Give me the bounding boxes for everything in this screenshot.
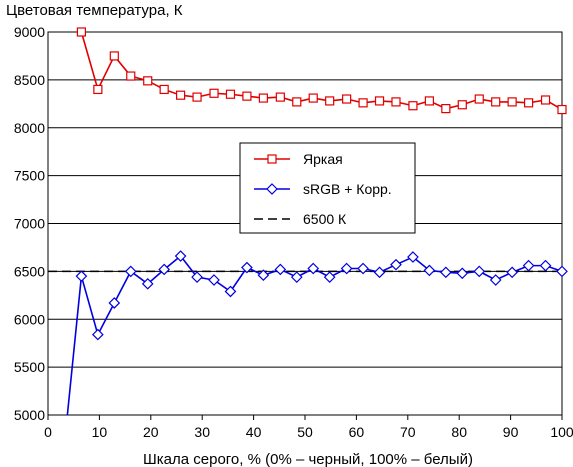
srgb-corr-data-point xyxy=(506,266,518,279)
srgb-corr-data-point xyxy=(489,274,502,286)
y-tick-label: 6000 xyxy=(14,311,45,327)
bright-data-point xyxy=(424,96,434,106)
bright-data-point xyxy=(76,27,87,37)
srgb-corr-data-point xyxy=(539,259,552,272)
x-tick-label: 70 xyxy=(400,424,416,440)
legend-label: 6500 К xyxy=(303,211,347,227)
y-tick-label: 8000 xyxy=(14,120,45,136)
srgb-corr-data-point xyxy=(357,262,369,275)
y-tick-label: 9000 xyxy=(14,24,45,40)
bright-data-point xyxy=(242,91,252,101)
srgb-corr-data-point xyxy=(456,267,469,280)
srgb-corr-data-point xyxy=(108,297,121,309)
srgb-corr-data-point xyxy=(257,269,270,282)
srgb-corr-data-point xyxy=(439,266,452,279)
y-tick-label: 7500 xyxy=(14,168,45,184)
bright-data-point xyxy=(225,89,236,99)
series-layer xyxy=(48,32,562,415)
y-tick-label: 6500 xyxy=(14,263,45,279)
legend-marker-1 xyxy=(266,183,278,195)
x-tick-label: 10 xyxy=(92,424,108,440)
srgb-corr-data-point xyxy=(390,258,402,271)
bright-data-point xyxy=(209,88,219,98)
x-tick-label: 30 xyxy=(194,424,210,440)
bright-data-point xyxy=(143,76,153,86)
srgb-corr-data-point xyxy=(556,265,568,278)
series-line-srgb-corr xyxy=(66,254,562,415)
y-tick-label: 5000 xyxy=(14,407,45,423)
bright-data-point xyxy=(159,84,169,95)
bright-data-point xyxy=(93,84,103,95)
y-tick-label: 7000 xyxy=(14,216,45,232)
srgb-corr-data-point xyxy=(92,328,104,341)
bright-data-point xyxy=(176,90,186,100)
bright-data-point xyxy=(109,51,119,61)
bright-data-point xyxy=(391,97,401,107)
x-tick-label: 100 xyxy=(550,424,573,440)
srgb-corr-data-point xyxy=(141,277,154,290)
bright-data-point xyxy=(374,96,385,106)
axis-layer: 5000 5500 6000 6500 7000 7500 8000 8500 9000 0 10 2… xyxy=(14,24,573,440)
bright-data-point xyxy=(358,98,368,108)
x-tick-label: 50 xyxy=(297,424,313,440)
srgb-corr-data-point xyxy=(522,259,535,272)
legend-label: Яркая xyxy=(303,151,343,167)
bright-data-point xyxy=(557,104,567,115)
srgb-corr-data-point xyxy=(124,265,137,278)
x-tick-label: 40 xyxy=(246,424,262,440)
srgb-corr-data-point xyxy=(290,271,303,283)
bright-data-point xyxy=(258,93,268,103)
srgb-corr-data-point xyxy=(323,271,336,283)
x-tick-label: 20 xyxy=(143,424,159,440)
bright-data-point xyxy=(491,97,501,107)
srgb-corr-data-point xyxy=(274,263,287,276)
srgb-corr-data-point xyxy=(191,271,203,283)
bright-data-point xyxy=(523,98,534,108)
x-axis-label: Шкала серого, % (0% – черный, 100% – бел… xyxy=(143,451,473,467)
bright-data-point xyxy=(540,95,551,105)
marker-layer xyxy=(75,27,568,341)
srgb-corr-data-point xyxy=(473,265,486,278)
bright-data-point xyxy=(408,101,418,111)
x-tick-label: 0 xyxy=(44,424,52,440)
legend: Яркая sRGB + Корр. 6500 К xyxy=(239,142,416,234)
bright-data-point xyxy=(474,94,484,104)
bright-data-point xyxy=(441,103,451,114)
x-tick-label: 60 xyxy=(349,424,365,440)
x-tick-label: 90 xyxy=(503,424,519,440)
bright-data-point xyxy=(457,100,467,110)
srgb-corr-data-point xyxy=(241,261,253,274)
y-tick-label: 5500 xyxy=(14,359,45,375)
srgb-corr-data-point xyxy=(158,263,171,276)
bright-data-point xyxy=(308,93,318,103)
srgb-corr-data-point xyxy=(407,251,419,263)
srgb-corr-data-point xyxy=(224,285,237,298)
bright-data-point xyxy=(507,97,517,107)
srgb-corr-data-point xyxy=(373,266,386,279)
bright-data-point xyxy=(192,92,202,102)
bright-data-point xyxy=(126,71,136,81)
y-tick-label: 8500 xyxy=(14,72,45,88)
x-tick-label: 80 xyxy=(451,424,467,440)
bright-data-point xyxy=(292,97,302,107)
srgb-corr-data-point xyxy=(208,274,220,286)
srgb-corr-data-point xyxy=(423,264,436,277)
bright-data-point xyxy=(342,94,352,104)
series-line-bright xyxy=(80,32,562,111)
srgb-corr-data-point xyxy=(174,250,187,262)
srgb-corr-data-point xyxy=(340,262,353,275)
chart-title: Цветовая температура, К xyxy=(6,2,183,19)
bright-data-point xyxy=(325,96,335,106)
bright-data-point xyxy=(275,92,285,102)
legend-label: sRGB + Корр. xyxy=(303,181,392,197)
legend-marker-0 xyxy=(267,154,277,164)
srgb-corr-data-point xyxy=(75,270,88,283)
srgb-corr-data-point xyxy=(307,262,320,275)
